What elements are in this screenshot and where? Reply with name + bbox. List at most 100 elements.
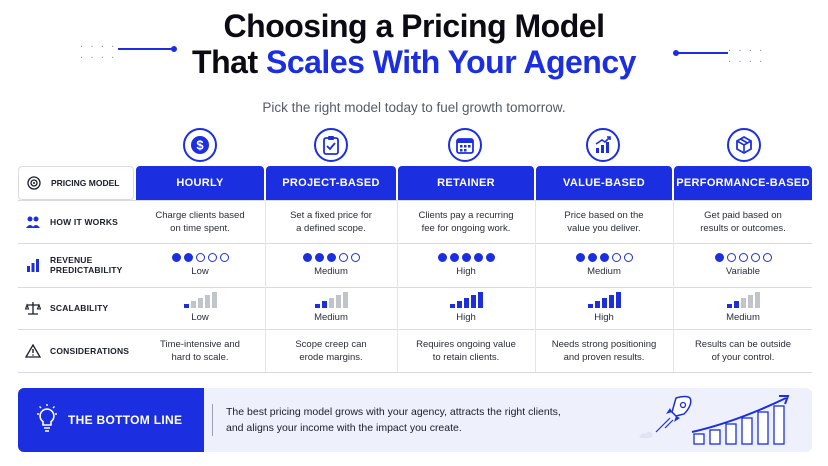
rating-bar	[456, 301, 462, 308]
row-label-scalability: SCALABILITY	[18, 287, 134, 329]
row-label-text: CONSIDERATIONS	[50, 345, 130, 356]
growth-chart-icon	[586, 128, 620, 162]
row-label-revenue-predictability: REVENUE PREDICTABILITY	[18, 243, 134, 287]
rating-dot	[171, 252, 181, 262]
row-label-text: PRICING MODEL	[51, 178, 120, 188]
dollar-icon: $	[183, 128, 217, 162]
rating-bar	[463, 298, 469, 308]
rating-dot	[485, 252, 495, 262]
rating-dot	[575, 252, 585, 262]
cell-text-line: Time-intensive and	[160, 338, 240, 350]
page-title-line-1: Choosing a Pricing Model	[223, 8, 605, 44]
rating-bar	[470, 295, 476, 308]
rating-dot	[195, 252, 205, 262]
column-header-hourly: HOURLY	[136, 166, 264, 200]
row-label-line-2: PREDICTABILITY	[50, 265, 123, 275]
how-it-works-cell: Get paid based on results or outcomes.	[674, 200, 812, 243]
scalability-rating	[183, 292, 217, 308]
bottom-line-text: The best pricing model grows with your a…	[226, 404, 586, 436]
column-header-value-based: VALUE-BASED	[536, 166, 672, 200]
scalability-cell: Medium	[674, 287, 812, 329]
rating-dot	[326, 252, 336, 262]
bottom-line-divider	[212, 404, 213, 436]
rating-bar	[449, 304, 455, 308]
column-divider	[265, 200, 266, 372]
column-header-performance-based: PERFORMANCE-BASED	[674, 166, 812, 200]
rating-bar	[726, 304, 732, 308]
row-label-considerations: CONSIDERATIONS	[18, 329, 134, 372]
rating-dot	[437, 252, 447, 262]
column-divider	[397, 200, 398, 372]
title-prefix: That	[192, 44, 266, 80]
predictability-rating	[575, 252, 633, 262]
decorative-dots-left: · · · · · · · ·	[80, 42, 117, 64]
calendar-icon	[448, 128, 482, 162]
cell-text-line: Needs strong positioning	[551, 338, 657, 350]
considerations-cell: Scope creep can erode margins.	[266, 329, 396, 372]
scalability-cell: Medium	[266, 287, 396, 329]
decorative-dots-right: · · · · · · · ·	[728, 46, 765, 68]
rating-bar	[342, 292, 348, 308]
column-header-retainer: RETAINER	[398, 166, 534, 200]
rating-bar	[183, 304, 189, 308]
rating-bar	[321, 301, 327, 308]
cell-text-line: of your control.	[711, 351, 775, 363]
svg-text:$: $	[196, 138, 204, 153]
cell-text-line: results or outcomes.	[700, 222, 786, 234]
how-it-works-cell: Price based on the value you deliver.	[536, 200, 672, 243]
rating-dot	[473, 252, 483, 262]
predictability-label: Low	[191, 265, 209, 277]
cell-text-line: Results can be outside	[694, 338, 792, 350]
warning-icon	[22, 343, 44, 358]
users-icon	[22, 215, 44, 229]
scalability-cell: High	[398, 287, 534, 329]
rating-dot	[207, 252, 217, 262]
considerations-cell: Results can be outside of your control.	[674, 329, 812, 372]
column-divider	[673, 200, 674, 372]
rating-dot	[219, 252, 229, 262]
rating-bar	[594, 301, 600, 308]
rating-dot	[623, 252, 633, 262]
lightbulb-icon	[34, 403, 60, 438]
how-it-works-cell: Set a fixed price for a defined scope.	[266, 200, 396, 243]
cell-text-line: fee for ongoing work.	[421, 222, 511, 234]
rating-bar	[335, 295, 341, 308]
how-it-works-cell: Clients pay a recurring fee for ongoing w…	[398, 200, 534, 243]
cell-text-line: Charge clients based	[155, 209, 245, 221]
considerations-cell: Requires ongoing value to retain clients.	[398, 329, 534, 372]
growth-bars	[691, 395, 790, 445]
box-icon	[727, 128, 761, 162]
predictability-rating	[714, 252, 772, 262]
rating-bar	[754, 292, 760, 308]
scalability-rating	[587, 292, 621, 308]
scalability-rating	[449, 292, 483, 308]
rating-dot	[302, 252, 312, 262]
cell-text-line: Price based on the	[564, 209, 644, 221]
predictability-cell: Medium	[266, 243, 396, 287]
predictability-label: Medium	[314, 265, 348, 277]
predictability-cell: Variable	[674, 243, 812, 287]
decorative-line-right	[673, 50, 728, 56]
rating-dot	[599, 252, 609, 262]
rating-bar	[477, 292, 483, 308]
scalability-label: High	[456, 312, 476, 323]
row-label-text: HOW IT WORKS	[50, 216, 119, 227]
rating-dot	[449, 252, 459, 262]
rating-dot	[461, 252, 471, 262]
rating-dot	[714, 252, 724, 262]
row-divider	[18, 287, 812, 288]
scale-icon	[22, 301, 44, 315]
scalability-rating	[726, 292, 760, 308]
rating-dot	[338, 252, 348, 262]
rating-bar	[747, 295, 753, 308]
rating-dot	[762, 252, 772, 262]
row-label-pricing-model: PRICING MODEL	[18, 166, 134, 200]
scalability-label: Medium	[314, 312, 348, 323]
rating-bar	[190, 301, 196, 308]
rating-bar	[328, 298, 334, 308]
rating-dot	[726, 252, 736, 262]
bottom-line-text-2: and aligns your income with the impact y…	[226, 422, 462, 434]
predictability-label: High	[456, 265, 476, 277]
page-title-line-2: That Scales With Your Agency	[0, 44, 828, 80]
column-divider	[535, 200, 536, 372]
